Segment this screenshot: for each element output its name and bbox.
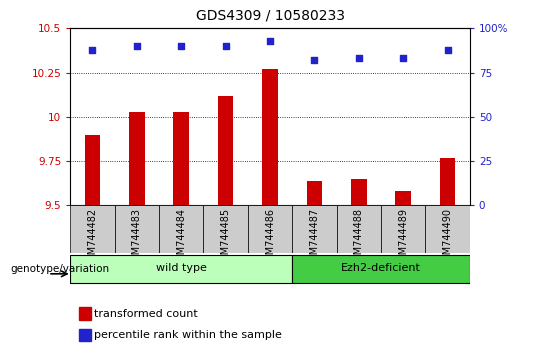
Text: GSM744483: GSM744483 [132, 208, 142, 267]
Bar [336, 205, 381, 253]
Bar [70, 255, 292, 283]
Bar [426, 205, 470, 253]
Bar [248, 205, 292, 253]
Text: Ezh2-deficient: Ezh2-deficient [341, 263, 421, 273]
Bar [307, 181, 322, 205]
Point [443, 47, 452, 52]
Bar [85, 135, 100, 205]
Bar [70, 205, 114, 253]
Text: GSM744482: GSM744482 [87, 208, 97, 267]
Text: percentile rank within the sample: percentile rank within the sample [94, 330, 282, 340]
Text: GDS4309 / 10580233: GDS4309 / 10580233 [195, 9, 345, 23]
Point [221, 43, 230, 49]
Point [177, 43, 186, 49]
Bar [129, 112, 145, 205]
Text: GSM744489: GSM744489 [398, 208, 408, 267]
Bar [218, 96, 233, 205]
Bar [79, 329, 91, 341]
Bar [204, 205, 248, 253]
Bar [79, 307, 91, 320]
Bar [395, 191, 411, 205]
Point [88, 47, 97, 52]
Point [354, 56, 363, 61]
Point [399, 56, 408, 61]
Text: GSM744486: GSM744486 [265, 208, 275, 267]
Text: genotype/variation: genotype/variation [11, 264, 110, 274]
Point [310, 57, 319, 63]
Text: GSM744485: GSM744485 [221, 208, 231, 267]
Text: GSM744487: GSM744487 [309, 208, 319, 267]
Bar [351, 179, 367, 205]
Bar [381, 205, 426, 253]
Text: GSM744490: GSM744490 [443, 208, 453, 267]
Bar [440, 158, 455, 205]
Bar [292, 205, 336, 253]
Text: transformed count: transformed count [94, 309, 198, 319]
Bar [114, 205, 159, 253]
Text: GSM744484: GSM744484 [176, 208, 186, 267]
Point [266, 38, 274, 44]
Text: wild type: wild type [156, 263, 207, 273]
Point [132, 43, 141, 49]
Text: GSM744488: GSM744488 [354, 208, 364, 267]
Bar [159, 205, 204, 253]
Bar [262, 69, 278, 205]
Bar [173, 112, 189, 205]
Bar [292, 255, 470, 283]
